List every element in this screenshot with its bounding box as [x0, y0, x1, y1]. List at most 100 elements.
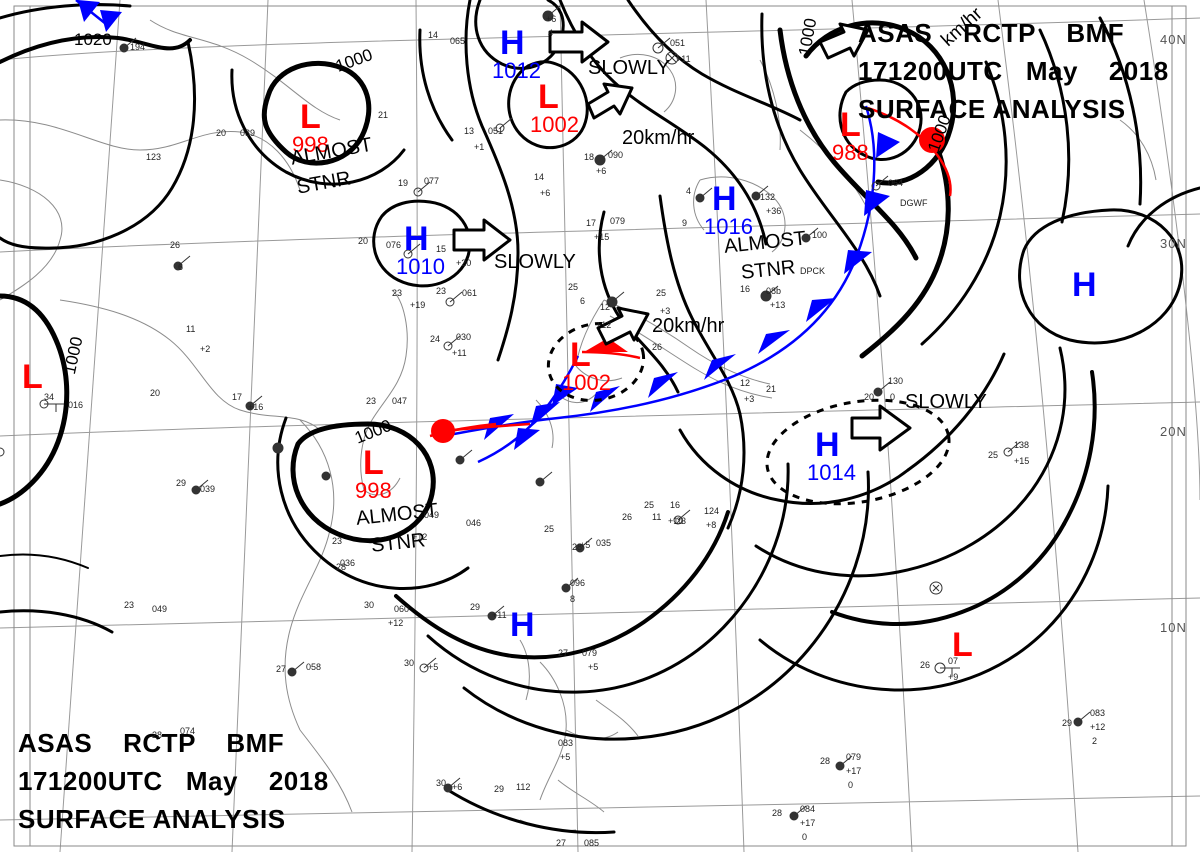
- dashed-low-outline: [546, 322, 646, 402]
- station-text: 11: [186, 324, 196, 334]
- station-text: 084: [800, 804, 816, 814]
- station-text: +3: [660, 306, 671, 316]
- station-text: 051: [488, 126, 504, 136]
- station-text: +5: [580, 540, 591, 550]
- station-text: 132: [760, 192, 776, 202]
- station-text: +17: [846, 766, 862, 776]
- station-text: +9: [948, 672, 959, 682]
- warm-front-north: [867, 106, 952, 197]
- pressure-center-l-0: L: [300, 98, 321, 136]
- pressure-center-h-11: H: [510, 606, 535, 644]
- station-text: +5: [560, 752, 571, 762]
- station-text: 096: [570, 578, 586, 588]
- chart-title-top: ASAS RCTP BMF 171200UTC May 2018 SURFACE…: [858, 18, 1169, 132]
- latitude-label: 10N: [1160, 620, 1187, 635]
- station-text: 28: [336, 562, 347, 572]
- coastlines: [0, 19, 1157, 831]
- station-text: 076: [386, 240, 402, 250]
- station-text: +11: [452, 348, 467, 358]
- station-text: 124: [704, 506, 720, 516]
- motion-annotation: 20km/hr: [622, 127, 695, 149]
- station-text: 049: [424, 510, 440, 520]
- cold-front-main: [453, 105, 900, 440]
- station-text: 27: [556, 838, 567, 848]
- station-text: 28: [572, 542, 583, 552]
- station-text: 4: [686, 186, 692, 196]
- pressure-center-h-7: H: [815, 426, 840, 464]
- station-text: 079: [582, 648, 598, 658]
- station-text: 21: [766, 384, 777, 394]
- station-text: 27: [558, 648, 569, 658]
- motion-arrow-l1002-top: [586, 82, 634, 120]
- station-text: 23: [366, 396, 377, 406]
- station-text: 074: [180, 726, 196, 736]
- station-text: 26: [920, 660, 931, 670]
- station-text: 29: [176, 478, 187, 488]
- station-text: +5: [588, 662, 599, 672]
- pressure-value-l-8: 998: [355, 478, 392, 503]
- station-text: 08b: [766, 286, 782, 296]
- station-text: +3: [744, 394, 755, 404]
- station-text: +5: [428, 662, 439, 672]
- station-text: 9: [682, 218, 688, 228]
- station-text: 061: [462, 288, 478, 298]
- station-text: +12: [596, 320, 612, 330]
- station-text: 20: [216, 128, 227, 138]
- station-text: 18: [584, 152, 595, 162]
- station-text: 15: [436, 244, 447, 254]
- pressure-value-l-3: 988: [832, 140, 869, 165]
- station-text: +13: [770, 300, 786, 310]
- station-text: +6: [452, 782, 463, 792]
- station-text: 065: [450, 36, 466, 46]
- motion-annotation: SLOWLY: [494, 251, 576, 273]
- stationary-front: [429, 422, 497, 438]
- station-text: 30: [436, 778, 447, 788]
- station-text: +6: [546, 14, 557, 24]
- station-text: +19: [410, 300, 426, 310]
- station-text: 030: [456, 332, 472, 342]
- station-text: 077: [424, 176, 440, 186]
- chart-title-bottom: ASAS RCTP BMF 171200UTC May 2018 SURFACE…: [18, 728, 329, 842]
- station-text: 090: [608, 150, 624, 160]
- pressure-center-l-9: L: [22, 358, 43, 396]
- pressure-value-h-5: 1010: [396, 254, 445, 279]
- motion-arrow-h1014: [850, 404, 912, 452]
- station-text: 14: [428, 30, 439, 40]
- station-text: +15: [594, 232, 610, 242]
- station-text: +12: [412, 532, 428, 542]
- motion-annotation: 20km/hr: [652, 315, 725, 337]
- station-text: +15: [1014, 456, 1030, 466]
- station-text: 07: [948, 656, 959, 666]
- title-line-2: 171200UTC May 2018: [858, 56, 1169, 86]
- station-text: 29: [470, 602, 481, 612]
- station-text: 047: [392, 396, 408, 406]
- station-text: 23: [392, 288, 403, 298]
- station-text: 123: [146, 152, 162, 162]
- pressure-center-l-8: L: [363, 444, 384, 482]
- pressure-center-h-10: H: [1072, 266, 1097, 304]
- station-text: 21: [378, 110, 389, 120]
- motion-annotation: SLOWLY: [905, 391, 987, 413]
- station-text: 26: [652, 342, 663, 352]
- station-text: 29: [494, 784, 505, 794]
- station-text: 0: [848, 780, 854, 790]
- pressure-value-l-2: 1002: [530, 112, 579, 137]
- station-text: +6: [540, 188, 551, 198]
- pressure-center-l-3: L: [840, 106, 861, 144]
- latitude-label: 30N: [1160, 236, 1187, 251]
- station-text: 25: [988, 450, 999, 460]
- station-text: 23: [436, 286, 447, 296]
- pressure-center-l-12: L: [952, 626, 973, 664]
- motion-arrow-l1002-mid: [596, 306, 650, 346]
- station-text: +16: [248, 402, 264, 412]
- pressure-center-h-5: H: [404, 220, 429, 258]
- station-text: 20: [358, 236, 369, 246]
- station-text: 27: [276, 664, 287, 674]
- title-line-3: SURFACE ANALYSIS: [858, 94, 1126, 124]
